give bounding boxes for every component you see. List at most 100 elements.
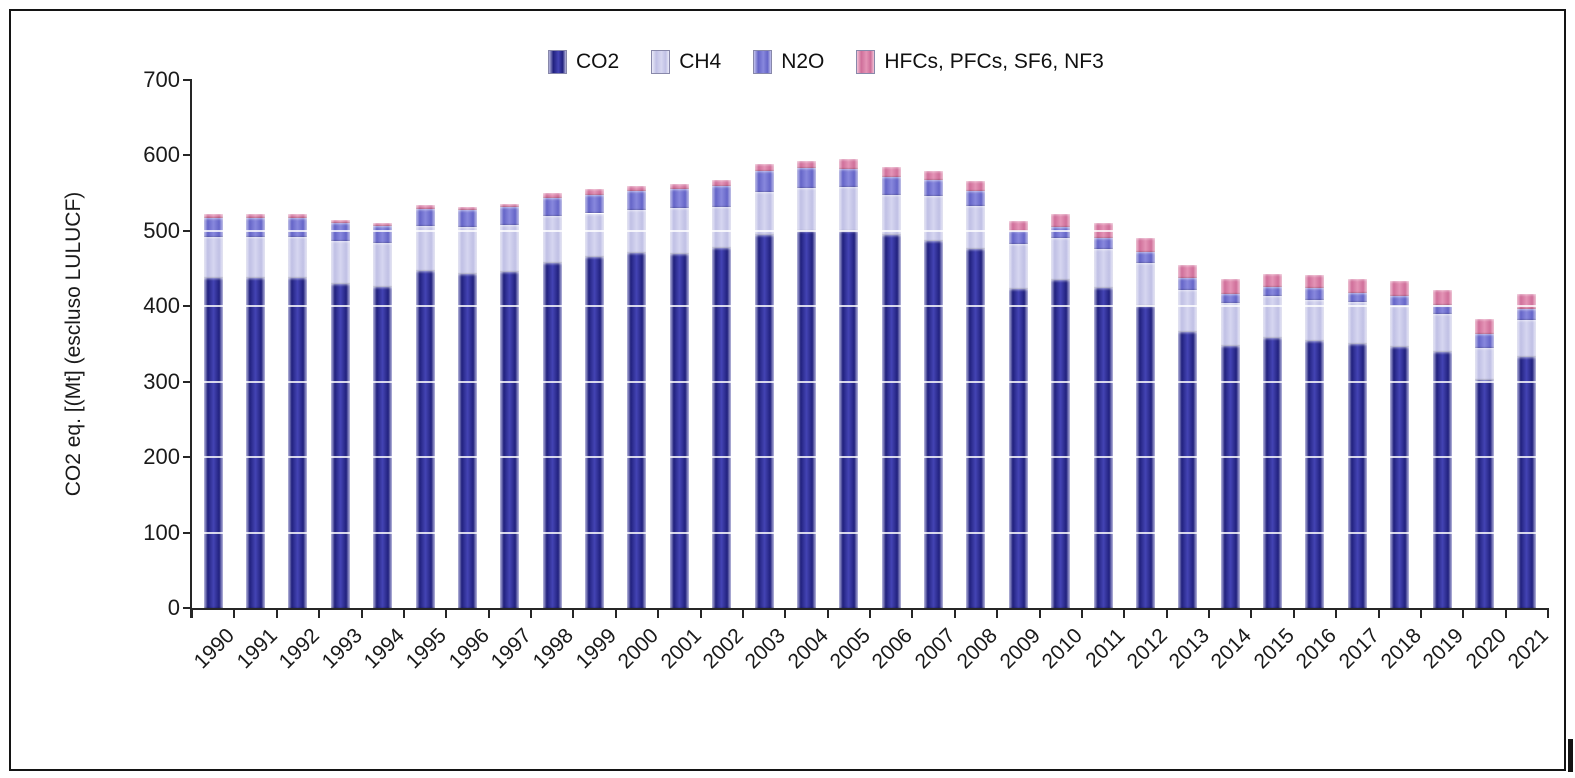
bar-segment-ch4 (1474, 347, 1494, 381)
x-tick-mark (614, 608, 617, 618)
bar-segment-ch4 (415, 225, 435, 271)
legend-swatch-icon (548, 50, 567, 74)
bar-segment-n2o (1432, 304, 1452, 314)
bar-segment-n2o (1135, 251, 1155, 264)
bar-segment-n2o (1220, 294, 1240, 304)
x-tick-mark (1038, 608, 1041, 618)
x-tick-mark (996, 608, 999, 618)
bar-segment-n2o (457, 210, 477, 228)
bar-segment-ch4 (924, 196, 944, 241)
bar-segment-co2 (542, 262, 562, 608)
y-tick-label: 400 (143, 293, 180, 319)
legend-swatch-icon (753, 50, 773, 74)
bar-segment-n2o (1178, 278, 1198, 290)
bar-segment-ch4 (1390, 306, 1410, 347)
legend-label: CH4 (679, 50, 722, 73)
bar-segment-n2o (1008, 230, 1028, 245)
gridline (192, 305, 1548, 308)
x-tick-mark (1208, 608, 1210, 618)
bar-segment-co2 (1093, 288, 1113, 608)
bar-segment-co2 (373, 287, 393, 608)
x-tick-mark (1504, 608, 1507, 618)
legend: CO2 CH4 N2O HFCs, PFCs, SF6, NF3 (548, 50, 1104, 74)
x-tick-mark (445, 608, 448, 618)
bar-segment-hfcs (1305, 274, 1325, 289)
x-tick-mark (869, 608, 871, 618)
bar-segment-co2 (1390, 347, 1410, 608)
bar-segment-ch4 (1347, 301, 1367, 344)
bar-segment-n2o (1390, 295, 1410, 307)
bar-segment-co2 (1263, 337, 1283, 608)
y-tick-mark (183, 79, 192, 81)
x-tick-mark (953, 608, 956, 618)
y-tick-mark (183, 229, 192, 232)
bar-segment-ch4 (1432, 313, 1452, 352)
y-tick-mark (183, 531, 192, 534)
bar-segment-hfcs (1135, 238, 1155, 252)
bar-segment-hfcs (415, 205, 435, 209)
bar-segment-hfcs (1008, 221, 1028, 231)
bar-segment-ch4 (542, 215, 562, 263)
gridline (192, 531, 1548, 534)
bar-segment-co2 (246, 277, 266, 608)
y-tick-mark (183, 456, 192, 459)
bar-segment-hfcs (457, 207, 477, 211)
bar-segment-n2o (1093, 237, 1113, 249)
bar-segment-co2 (415, 270, 435, 608)
bar-segment-n2o (500, 207, 520, 225)
gridline (192, 154, 1548, 157)
x-tick-mark (360, 608, 363, 618)
bar-segment-ch4 (1008, 244, 1028, 289)
bar-segment-hfcs (1051, 214, 1071, 228)
bar-segment-co2 (1305, 340, 1325, 608)
bar-segment-n2o (1263, 286, 1283, 297)
x-tick-mark (402, 608, 405, 618)
x-tick-mark (1165, 608, 1168, 618)
x-tick-mark (657, 608, 660, 618)
gridline (192, 456, 1548, 459)
x-tick-mark (699, 608, 702, 618)
bar-segment-co2 (1432, 351, 1452, 608)
bar-segment-n2o (1305, 288, 1325, 301)
y-tick-label: 200 (143, 444, 180, 470)
bar-segment-hfcs (330, 220, 350, 224)
bar-segment-ch4 (1135, 263, 1155, 307)
x-tick-mark (1292, 608, 1295, 618)
bar-segment-co2 (924, 240, 944, 608)
bar-segment-ch4 (796, 187, 816, 231)
legend-item-hfcs: HFCs, PFCs, SF6, NF3 (856, 50, 1104, 74)
bar-segment-hfcs (712, 180, 732, 187)
bar-segment-co2 (585, 257, 605, 608)
bar-segment-co2 (1517, 356, 1537, 608)
x-tick-mark (1335, 608, 1338, 618)
bar-segment-co2 (1220, 346, 1240, 608)
bar-segment-ch4 (1263, 296, 1283, 338)
bar-segment-hfcs (1474, 319, 1494, 335)
bar-segment-co2 (203, 278, 223, 608)
bar-segment-hfcs (203, 214, 223, 219)
bar-segment-co2 (1347, 344, 1367, 608)
bar-segment-co2 (500, 271, 520, 608)
bar-segment-ch4 (585, 213, 605, 258)
bar-segment-co2 (1008, 288, 1028, 608)
legend-swatch-icon (651, 50, 671, 74)
bar-segment-n2o (669, 189, 689, 209)
bar-segment-hfcs (1220, 279, 1240, 295)
bar-segment-ch4 (203, 236, 223, 279)
bar-segment-n2o (627, 190, 647, 210)
legend-item-co2: CO2 (548, 50, 619, 74)
y-axis-title: CO2 eq. [(Mt] (escluso LULUCF) (62, 191, 85, 497)
bar-segment-hfcs (500, 203, 520, 208)
x-tick-mark (741, 608, 744, 618)
bar-segment-n2o (288, 218, 308, 237)
bar-segment-n2o (754, 171, 774, 192)
y-tick-label: 0 (167, 595, 180, 620)
bar-segment-ch4 (966, 205, 986, 249)
bar-segment-n2o (246, 218, 266, 237)
legend-label: HFCs, PFCs, SF6, NF3 (884, 50, 1104, 73)
bar-segment-n2o (373, 226, 393, 243)
bar-segment-ch4 (881, 194, 901, 235)
gridline (192, 380, 1548, 383)
y-tick-mark (183, 380, 192, 383)
bar-segment-n2o (796, 168, 816, 188)
